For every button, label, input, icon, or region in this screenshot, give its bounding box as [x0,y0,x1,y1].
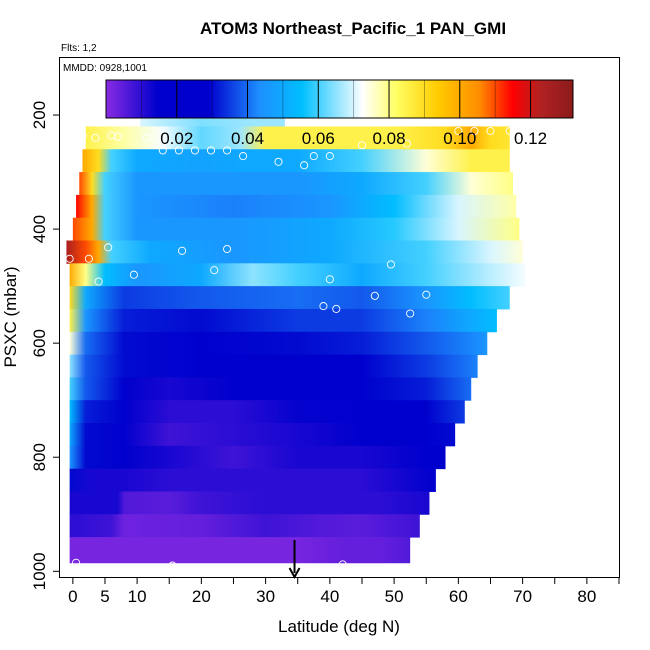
observation-marker [332,304,341,313]
observation-marker [223,245,232,254]
heatmap-layer [69,286,510,310]
observation-marker [65,564,74,573]
x-tick-label: 20 [192,587,211,606]
observation-marker [402,139,412,148]
observation-marker [274,157,283,166]
heatmap-layer [69,308,497,333]
observation-marker [454,126,463,136]
observation-marker [470,126,479,136]
colorbar-tick-label: 0.04 [231,129,264,148]
observation-marker [239,152,248,161]
observation-marker [91,133,100,142]
plot-frame [59,57,620,578]
observation-marker [104,243,113,252]
colorbar: 0.02 0.04 0.06 0.08 0.10 0.12 [105,79,574,148]
observation-marker [386,260,395,269]
observation-marker [190,146,199,155]
observation-marker [406,309,415,318]
heatmap-layer [72,217,520,242]
heatmap-layer [69,537,411,564]
y-axis-label: PSXC (mbar) [1,266,20,367]
colorbar-tick-label: 0.10 [443,129,476,148]
dates-label: MMDD: 0928,1001 [63,63,147,74]
chart-title: ATOM3 Northeast_Pacific_1 PAN_GMI [200,19,506,38]
observation-marker [357,141,367,150]
heatmap-layer [69,377,472,401]
y-tick-label: 600 [30,329,49,357]
colorbar-tick-label: 0.02 [160,129,193,148]
y-tick-label: 400 [30,215,49,243]
observation-marker [168,561,177,570]
x-tick-label: 50 [385,587,404,606]
flights-label: Flts: 1,2 [61,43,97,54]
colorbar-tick-label: 0.08 [372,129,405,148]
observation-marker [486,126,495,136]
x-axis: 0 5 10 20 30 40 50 60 70 80 [68,577,620,606]
y-tick-label: 1000 [30,552,49,590]
observation-marker [84,254,93,263]
x-tick-label: 40 [320,587,339,606]
x-axis-label: Latitude (deg N) [278,617,400,636]
observation-marker [210,266,219,275]
heatmap-layer [76,194,517,219]
observation-marker [142,133,151,142]
x-tick-label: 0 [68,587,77,606]
heatmap-layer [69,263,526,287]
observation-marker [300,161,309,170]
colorbar-tick-label: 0.12 [514,129,547,148]
colorbar-tick-label: 0.06 [302,129,335,148]
observation-marker [325,567,334,576]
heatmap-layer [69,423,456,447]
heatmap-layer [66,240,523,264]
colorbar-gradient [105,79,574,119]
heatmap-layer [69,514,420,538]
heatmap-layer [82,149,510,173]
observation-marker [319,302,328,311]
heatmap-layer [69,400,465,424]
observation-marker [309,152,318,161]
x-tick-label: 70 [513,587,532,606]
observation-marker [174,146,183,155]
observation-marker [370,291,379,300]
observation-marker [94,277,103,286]
observation-marker [216,564,225,573]
y-tick-label: 800 [30,443,49,471]
heatmap-layer [79,172,513,196]
observation-marker [505,126,514,136]
observation-marker [78,131,87,140]
colorbar-ticks: 0.02 0.04 0.06 0.08 0.10 0.12 [141,80,547,148]
observation-marker [107,564,116,573]
heatmap-layer [69,445,446,470]
x-tick-label: 80 [577,587,596,606]
observation-marker [206,146,216,155]
heatmap-layers [66,103,526,564]
x-tick-label: 60 [449,587,468,606]
observation-marker [377,568,386,578]
observation-marker [178,246,187,255]
observation-marker [113,132,122,141]
y-axis: 200 400 600 800 1000 [30,101,60,590]
observation-marker [158,146,167,155]
observation-marker [325,275,334,284]
heatmap-layer [69,491,430,515]
x-tick-label: 10 [128,587,147,606]
observation-marker [325,152,334,161]
observation-marker [65,254,74,263]
observation-marker [412,560,421,569]
heatmap-layer [69,468,436,492]
observation-marker [107,131,116,140]
observation-marker [223,146,232,155]
observation-marker [129,270,138,279]
y-tick-label: 200 [30,101,49,129]
observation-marker [422,290,431,299]
heatmap-layer [69,354,478,378]
x-tick-label: 5 [100,587,109,606]
heatmap-layer [69,331,488,356]
observation-marker [72,558,81,567]
x-tick-label: 30 [256,587,275,606]
observation-marker [338,560,347,569]
